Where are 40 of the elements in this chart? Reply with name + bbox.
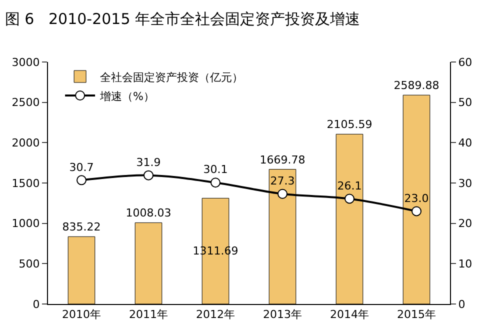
y-tick-label: 0 bbox=[32, 298, 40, 311]
point bbox=[412, 206, 422, 216]
y2-tick-label: 40 bbox=[458, 136, 472, 150]
y-tick-label: 1000 bbox=[12, 217, 40, 230]
data-label: 26.1 bbox=[337, 179, 362, 192]
y2-tick-label: 10 bbox=[458, 258, 472, 271]
data-label: 27.3 bbox=[270, 174, 295, 188]
y-tick-label: 3000 bbox=[12, 56, 40, 69]
x-tick-label: 2013年 bbox=[263, 308, 302, 322]
data-label: 1669.78 bbox=[260, 153, 306, 166]
y-tick-label: 2000 bbox=[12, 136, 40, 150]
data-label: 2589.88 bbox=[394, 79, 440, 92]
y2-tick-label: 30 bbox=[458, 176, 472, 190]
point bbox=[144, 170, 154, 180]
y2-tick-label: 0 bbox=[458, 298, 466, 311]
x-tick-label: 2011年 bbox=[129, 308, 168, 322]
data-label: 2105.59 bbox=[326, 118, 372, 132]
legend-label: 增速（%） bbox=[99, 90, 155, 103]
x-tick-label: 2015年 bbox=[397, 308, 436, 322]
point bbox=[210, 178, 220, 188]
y-tick-label: 1500 bbox=[12, 176, 40, 190]
y-tick-label: 2500 bbox=[12, 96, 40, 110]
data-label: 1008.03 bbox=[126, 206, 172, 220]
y2-tick-label: 20 bbox=[458, 217, 472, 230]
y-tick-label: 500 bbox=[18, 258, 40, 271]
data-label: 31.9 bbox=[136, 156, 161, 169]
y2-tick-label: 50 bbox=[458, 96, 472, 110]
y2-tick-label: 60 bbox=[458, 56, 472, 69]
point bbox=[278, 188, 288, 199]
data-label: 835.22 bbox=[62, 220, 101, 234]
point bbox=[76, 175, 86, 186]
x-tick-label: 2010年 bbox=[62, 308, 101, 322]
data-label: 30.1 bbox=[203, 163, 228, 176]
data-label: 23.0 bbox=[404, 192, 429, 205]
legend-label: 全社会固定资产投资（亿元） bbox=[100, 70, 244, 84]
point bbox=[344, 194, 354, 204]
data-label: 30.7 bbox=[69, 160, 94, 174]
x-tick-label: 2014年 bbox=[330, 308, 369, 322]
chart-title: 图 6 2010-2015 年全市全社会固定资产投资及增速 bbox=[4, 10, 360, 28]
x-tick-label: 2012年 bbox=[196, 308, 235, 322]
